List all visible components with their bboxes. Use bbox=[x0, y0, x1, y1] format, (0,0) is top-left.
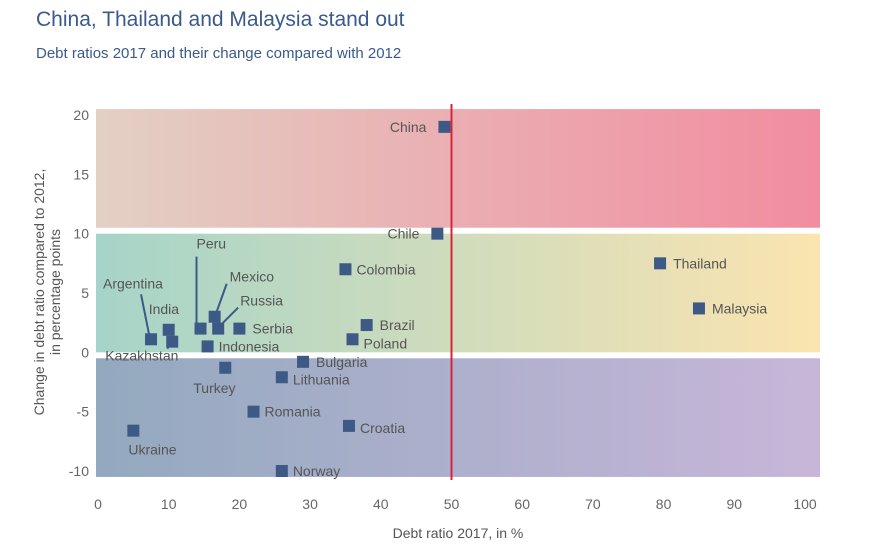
leader-argentina bbox=[140, 294, 151, 335]
label-turkey: Turkey bbox=[193, 380, 235, 396]
label-kazakhstan: Kazakhstan bbox=[105, 348, 178, 364]
label-argentina: Argentina bbox=[103, 275, 163, 291]
y-tick-5: 5 bbox=[81, 285, 89, 301]
band-bottom bbox=[96, 358, 820, 477]
x-tick-100: 100 bbox=[793, 496, 817, 512]
label-mexico: Mexico bbox=[230, 269, 275, 285]
y-tick--10: -10 bbox=[69, 463, 89, 479]
point-poland bbox=[346, 333, 359, 346]
point-indonesia bbox=[201, 340, 214, 353]
leader-mexico bbox=[215, 283, 228, 313]
point-norway bbox=[275, 465, 288, 477]
label-norway: Norway bbox=[293, 463, 340, 479]
label-russia: Russia bbox=[240, 293, 283, 309]
point-bulgaria bbox=[297, 355, 310, 368]
data-points bbox=[127, 120, 705, 477]
point-chile bbox=[431, 227, 444, 240]
label-thailand: Thailand bbox=[673, 255, 727, 271]
label-china: China bbox=[390, 119, 427, 135]
label-colombia: Colombia bbox=[356, 261, 415, 277]
label-romania: Romania bbox=[265, 404, 321, 420]
point-malaysia bbox=[692, 302, 705, 315]
point-ukraine bbox=[127, 424, 140, 437]
background-bands bbox=[96, 109, 820, 477]
point-mexico bbox=[208, 310, 221, 323]
label-bulgaria: Bulgaria bbox=[316, 354, 368, 370]
chart-subtitle: Debt ratios 2017 and their change compar… bbox=[36, 45, 402, 62]
x-tick-labels: 0 10 20 30 40 50 60 70 80 90 100 bbox=[94, 496, 817, 512]
chart-title: China, Thailand and Malaysia stand out bbox=[36, 8, 405, 31]
y-tick-15: 15 bbox=[73, 166, 89, 182]
x-tick-10: 10 bbox=[161, 496, 177, 512]
x-tick-60: 60 bbox=[514, 496, 530, 512]
y-tick-labels: -10 -5 0 5 10 15 20 bbox=[69, 107, 89, 479]
x-tick-90: 90 bbox=[727, 496, 743, 512]
point-labels: China Chile Thailand Malaysia Colombia Brazil… bbox=[103, 119, 767, 479]
label-lithuania: Lithuania bbox=[293, 371, 350, 387]
y-axis-label-line-2: in percentage points bbox=[47, 229, 63, 355]
label-poland: Poland bbox=[364, 335, 408, 351]
label-chile: Chile bbox=[387, 226, 419, 242]
point-india bbox=[162, 323, 175, 336]
y-axis-label-line-1: Change in debt ratio compared to 2012, bbox=[31, 169, 47, 416]
y-axis-label: Change in debt ratio compared to 2012,in… bbox=[31, 169, 63, 416]
x-tick-80: 80 bbox=[656, 496, 672, 512]
point-argentina bbox=[145, 333, 158, 346]
label-indonesia: Indonesia bbox=[219, 338, 280, 354]
point-croatia bbox=[342, 419, 355, 432]
point-colombia bbox=[339, 263, 352, 276]
y-tick-20: 20 bbox=[73, 107, 89, 123]
y-tick-0: 0 bbox=[81, 344, 89, 360]
point-brazil bbox=[360, 319, 373, 332]
x-tick-50: 50 bbox=[444, 496, 460, 512]
label-serbia: Serbia bbox=[252, 321, 293, 337]
x-axis-label: Debt ratio 2017, in % bbox=[393, 525, 524, 541]
label-peru: Peru bbox=[197, 236, 227, 252]
point-thailand bbox=[654, 257, 667, 270]
x-tick-40: 40 bbox=[373, 496, 389, 512]
point-kazakhstan bbox=[166, 335, 179, 348]
x-tick-70: 70 bbox=[585, 496, 601, 512]
point-turkey bbox=[219, 361, 232, 374]
x-tick-20: 20 bbox=[232, 496, 248, 512]
leader-russia bbox=[220, 306, 239, 326]
band-top bbox=[96, 109, 820, 228]
point-russia bbox=[212, 322, 225, 335]
point-lithuania bbox=[275, 371, 288, 384]
label-malaysia: Malaysia bbox=[712, 300, 767, 316]
x-tick-0: 0 bbox=[94, 496, 102, 512]
label-brazil: Brazil bbox=[380, 317, 415, 333]
label-ukraine: Ukraine bbox=[128, 442, 176, 458]
point-romania bbox=[247, 405, 260, 418]
point-serbia bbox=[233, 322, 246, 335]
y-tick--5: -5 bbox=[77, 404, 90, 420]
label-india: India bbox=[149, 301, 180, 317]
point-china bbox=[438, 120, 451, 133]
x-tick-30: 30 bbox=[302, 496, 318, 512]
y-tick-10: 10 bbox=[73, 226, 89, 242]
point-peru bbox=[194, 322, 207, 335]
label-croatia: Croatia bbox=[360, 420, 405, 436]
